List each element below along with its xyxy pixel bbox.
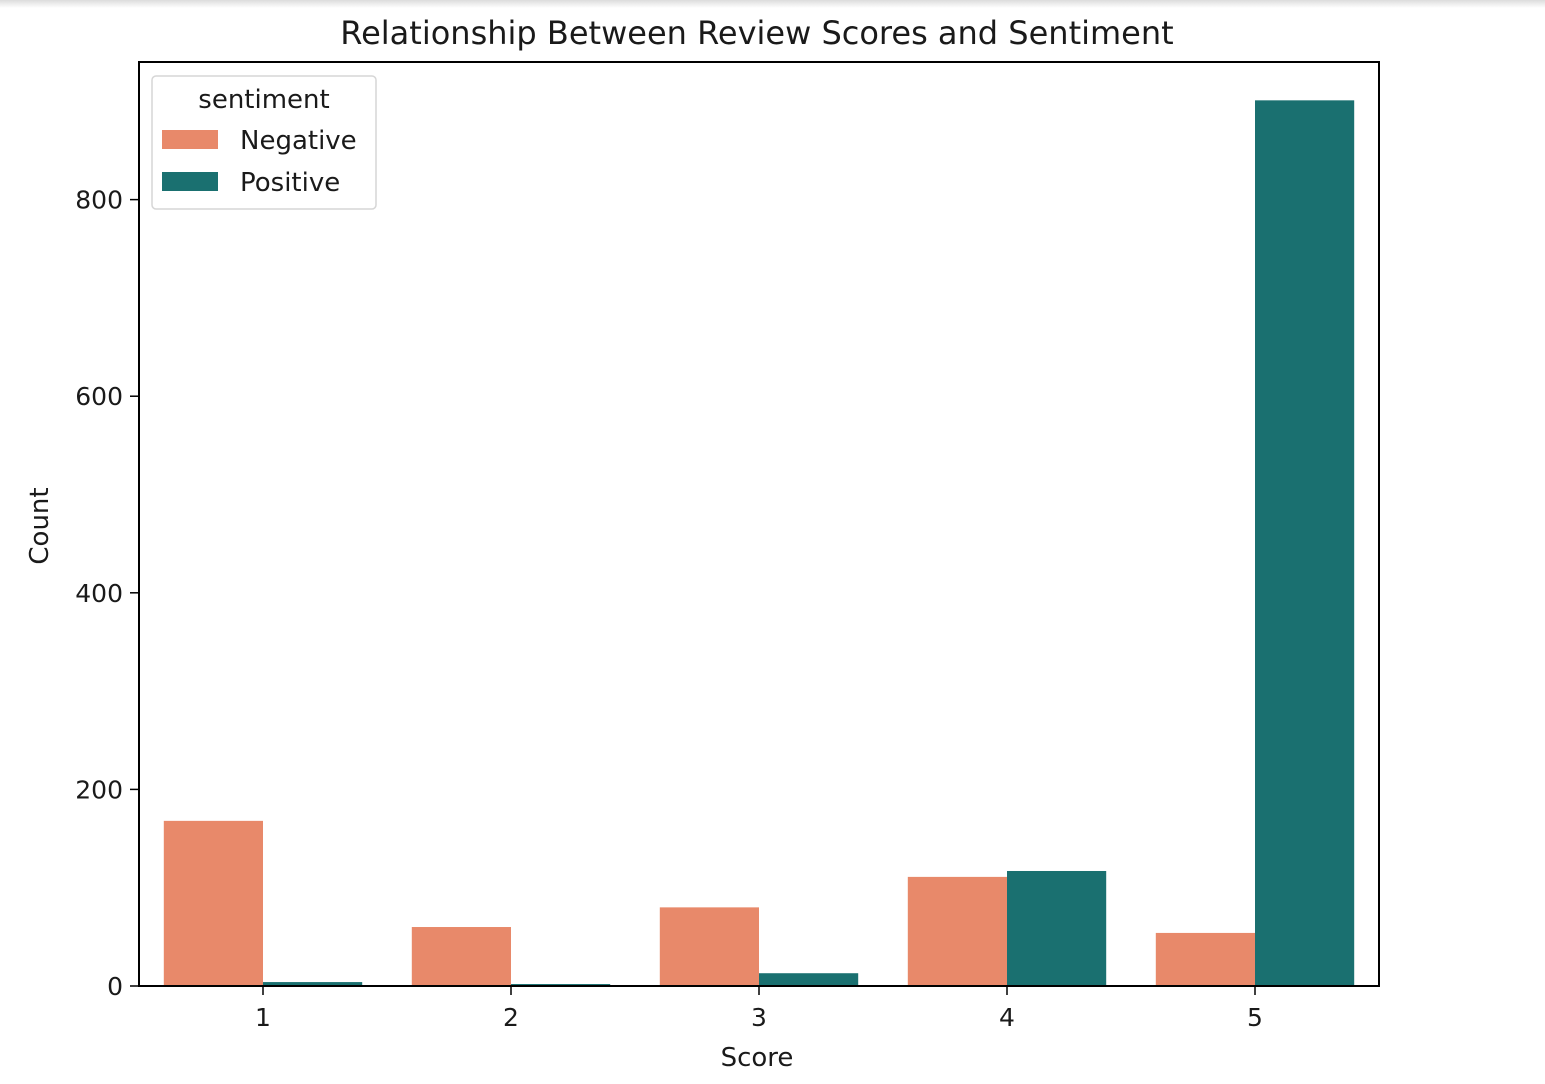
x-axis: 1 2 3 4 5 (255, 986, 1263, 1032)
bar-positive-3 (759, 973, 859, 986)
window-top-edge (0, 0, 1545, 8)
legend-title: sentiment (198, 85, 329, 115)
bars-group (163, 100, 1355, 986)
y-tick-label: 600 (75, 382, 123, 411)
bar-positive-5 (1255, 100, 1355, 986)
bar-negative-5 (1155, 932, 1255, 986)
x-tick-label: 2 (503, 1003, 519, 1032)
legend: sentiment Negative Positive (151, 75, 377, 210)
bar-negative-4 (907, 876, 1007, 986)
legend-label-negative: Negative (240, 126, 357, 156)
bar-positive-1 (263, 982, 363, 986)
plot-frame (138, 61, 1380, 987)
bar-negative-3 (659, 907, 759, 986)
legend-label-positive: Positive (240, 168, 340, 198)
y-tick-label: 800 (75, 186, 123, 215)
y-axis: 0 200 400 600 800 (75, 186, 139, 1001)
x-tick-label: 3 (751, 1003, 767, 1032)
legend-swatch-positive (162, 172, 218, 191)
bar-negative-1 (163, 820, 263, 986)
y-tick-label: 400 (75, 579, 123, 608)
y-axis-label: Count (25, 487, 55, 564)
x-axis-label: Score (721, 1043, 794, 1073)
y-tick-label: 0 (107, 972, 123, 1001)
x-tick-label: 4 (999, 1003, 1015, 1032)
x-tick-label: 5 (1247, 1003, 1263, 1032)
bar-negative-2 (411, 927, 511, 986)
chart-title: Relationship Between Review Scores and S… (340, 14, 1173, 52)
bar-positive-4 (1007, 870, 1107, 986)
x-tick-label: 1 (255, 1003, 271, 1032)
legend-swatch-negative (162, 130, 218, 149)
y-tick-label: 200 (75, 775, 123, 804)
